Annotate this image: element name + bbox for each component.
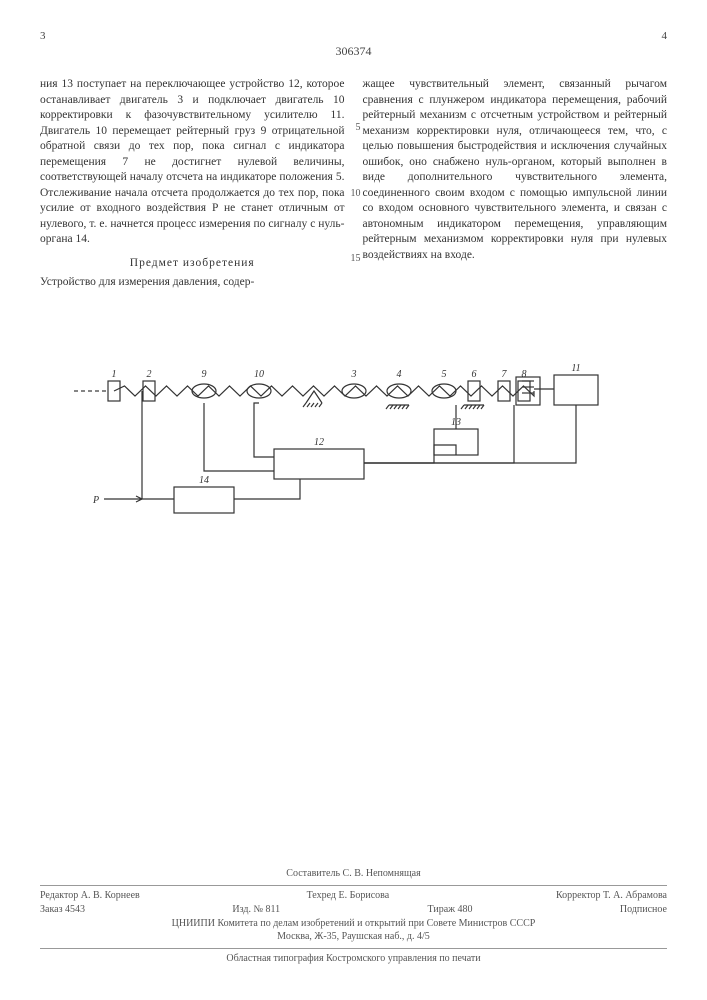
print-info-row: Заказ 4543 Изд. № 811 Тираж 480 Подписно…	[40, 904, 667, 915]
paragraph: Устройство для измерения давления, содер…	[40, 275, 345, 291]
order-number: Заказ 4543	[40, 904, 85, 915]
page: 3 4 306374 ния 13 поступает на переключа…	[0, 0, 707, 1000]
line-marker: 5	[349, 121, 361, 135]
line-marker: 10	[349, 187, 361, 201]
svg-text:6: 6	[471, 369, 476, 380]
schematic-diagram: 1291034567811121314P	[54, 331, 654, 551]
column-right: 5 10 15 жащее чувствительный элемент, св…	[363, 77, 668, 291]
diagram-svg: 1291034567811121314P	[54, 331, 654, 551]
svg-text:1: 1	[111, 369, 116, 380]
svg-text:4: 4	[396, 369, 401, 380]
techred: Техред Е. Борисова	[307, 890, 390, 901]
subject-heading: Предмет изобретения	[40, 256, 345, 272]
compiler-line: Составитель С. В. Непомнящая	[40, 868, 667, 879]
subscription: Подписное	[620, 904, 667, 915]
line-marker: 15	[349, 252, 361, 266]
paragraph: ния 13 поступает на переключающее устрой…	[40, 77, 345, 248]
editor: Редактор А. В. Корнеев	[40, 890, 140, 901]
svg-text:14: 14	[199, 475, 209, 486]
svg-text:5: 5	[441, 369, 446, 380]
edition-number: Изд. № 811	[232, 904, 280, 915]
tirage: Тираж 480	[427, 904, 472, 915]
svg-text:11: 11	[571, 363, 580, 374]
page-number-left: 3	[40, 30, 46, 42]
page-header: 3 4	[40, 30, 667, 42]
svg-text:3: 3	[350, 369, 356, 380]
text-columns: ния 13 поступает на переключающее устрой…	[40, 77, 667, 291]
line-markers: 5 10 15	[349, 77, 361, 266]
svg-text:P: P	[91, 495, 98, 506]
svg-text:10: 10	[254, 369, 264, 380]
page-number-right: 4	[662, 30, 668, 42]
svg-text:9: 9	[201, 369, 206, 380]
svg-text:7: 7	[501, 369, 507, 380]
corrector: Корректор Т. А. Абрамова	[556, 890, 667, 901]
organization-line: ЦНИИПИ Комитета по делам изобретений и о…	[40, 918, 667, 929]
printer-line: Областная типография Костромского управл…	[40, 948, 667, 964]
svg-text:8: 8	[521, 369, 526, 380]
imprint-footer: Составитель С. В. Непомнящая Редактор А.…	[40, 868, 667, 964]
svg-text:2: 2	[146, 369, 151, 380]
paragraph: жащее чувствительный элемент, связанный …	[363, 77, 668, 263]
column-left: ния 13 поступает на переключающее устрой…	[40, 77, 345, 291]
document-number: 306374	[40, 44, 667, 59]
svg-text:12: 12	[314, 437, 324, 448]
address-line: Москва, Ж-35, Раушская наб., д. 4/5	[40, 931, 667, 942]
credits-row: Редактор А. В. Корнеев Техред Е. Борисов…	[40, 885, 667, 901]
